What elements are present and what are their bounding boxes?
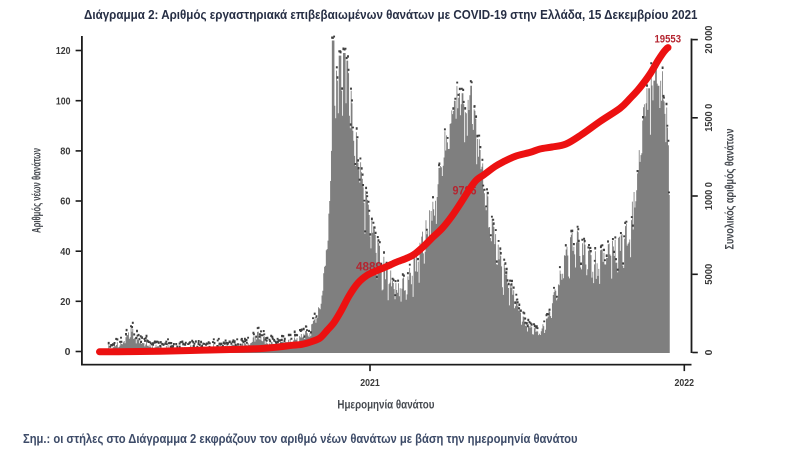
svg-text:20 000: 20 000 [703,25,715,53]
svg-text:0: 0 [65,346,71,358]
svg-text:Συνολικός αριθμός θανάτων: Συνολικός αριθμός θανάτων [723,128,737,249]
svg-text:100: 100 [56,95,71,107]
svg-text:Ημερομηνία θανάτου: Ημερομηνία θανάτου [337,398,434,412]
svg-text:1500 0: 1500 0 [703,104,715,132]
svg-text:20: 20 [60,296,70,308]
svg-text:2021: 2021 [360,377,380,389]
svg-text:40: 40 [60,246,70,258]
svg-text:19553: 19553 [655,33,682,45]
svg-text:80: 80 [60,146,70,158]
svg-text:5000: 5000 [703,264,715,285]
svg-text:120: 120 [56,45,71,57]
svg-text:2022: 2022 [675,377,695,389]
svg-text:0: 0 [703,349,715,355]
svg-text:60: 60 [60,196,70,208]
svg-text:Αριθμός νέων θανάτων: Αριθμός νέων θανάτων [30,148,44,233]
svg-text:1000 0: 1000 0 [703,182,715,210]
